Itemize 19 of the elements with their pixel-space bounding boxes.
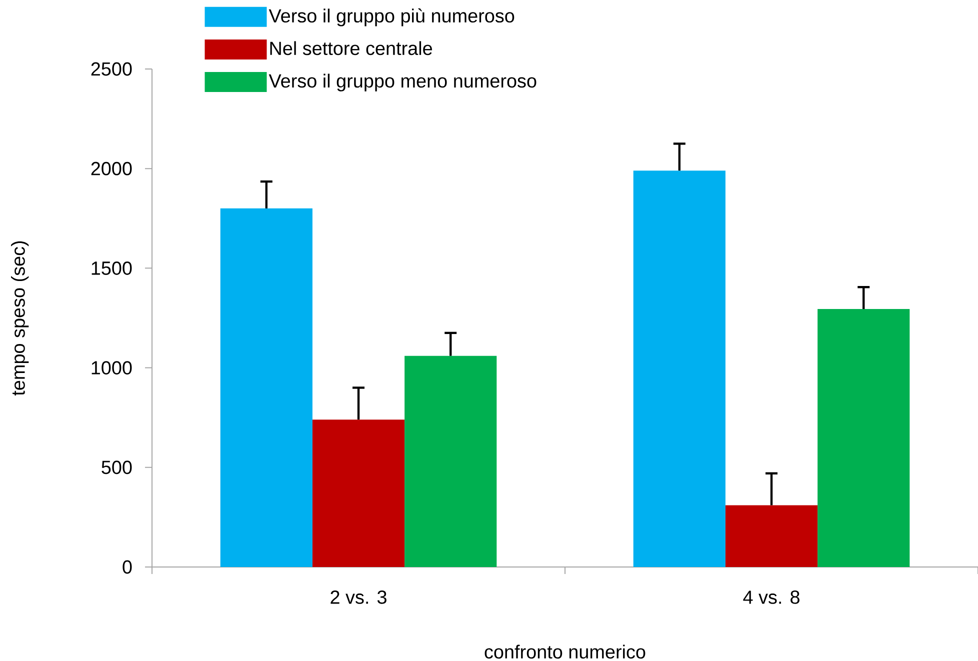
bar	[220, 208, 312, 567]
x-tick-label: 2 vs. 3	[330, 590, 386, 604]
y-tick-label: 2500	[91, 62, 132, 76]
bar	[404, 356, 497, 567]
y-tick-label: 2000	[91, 162, 132, 176]
x-tick-label: 4 vs. 8	[743, 590, 800, 604]
x-axis-title: confronto numerico	[484, 644, 646, 659]
y-axis-title: tempo speso (sec)	[11, 241, 29, 396]
bar	[818, 309, 910, 567]
bar	[633, 170, 726, 567]
legend-label: Verso il gruppo meno numeroso	[268, 74, 536, 92]
bar	[312, 420, 405, 567]
legend-label: Nel settore centrale	[270, 41, 432, 56]
bar	[725, 505, 818, 567]
y-tick-label: 0	[122, 560, 132, 574]
y-tick-label: 1500	[92, 261, 132, 275]
legend-label: Verso il gruppo più numeroso	[268, 8, 514, 26]
y-tick-label: 500	[102, 460, 132, 474]
y-tick-label: 1000	[92, 361, 132, 374]
